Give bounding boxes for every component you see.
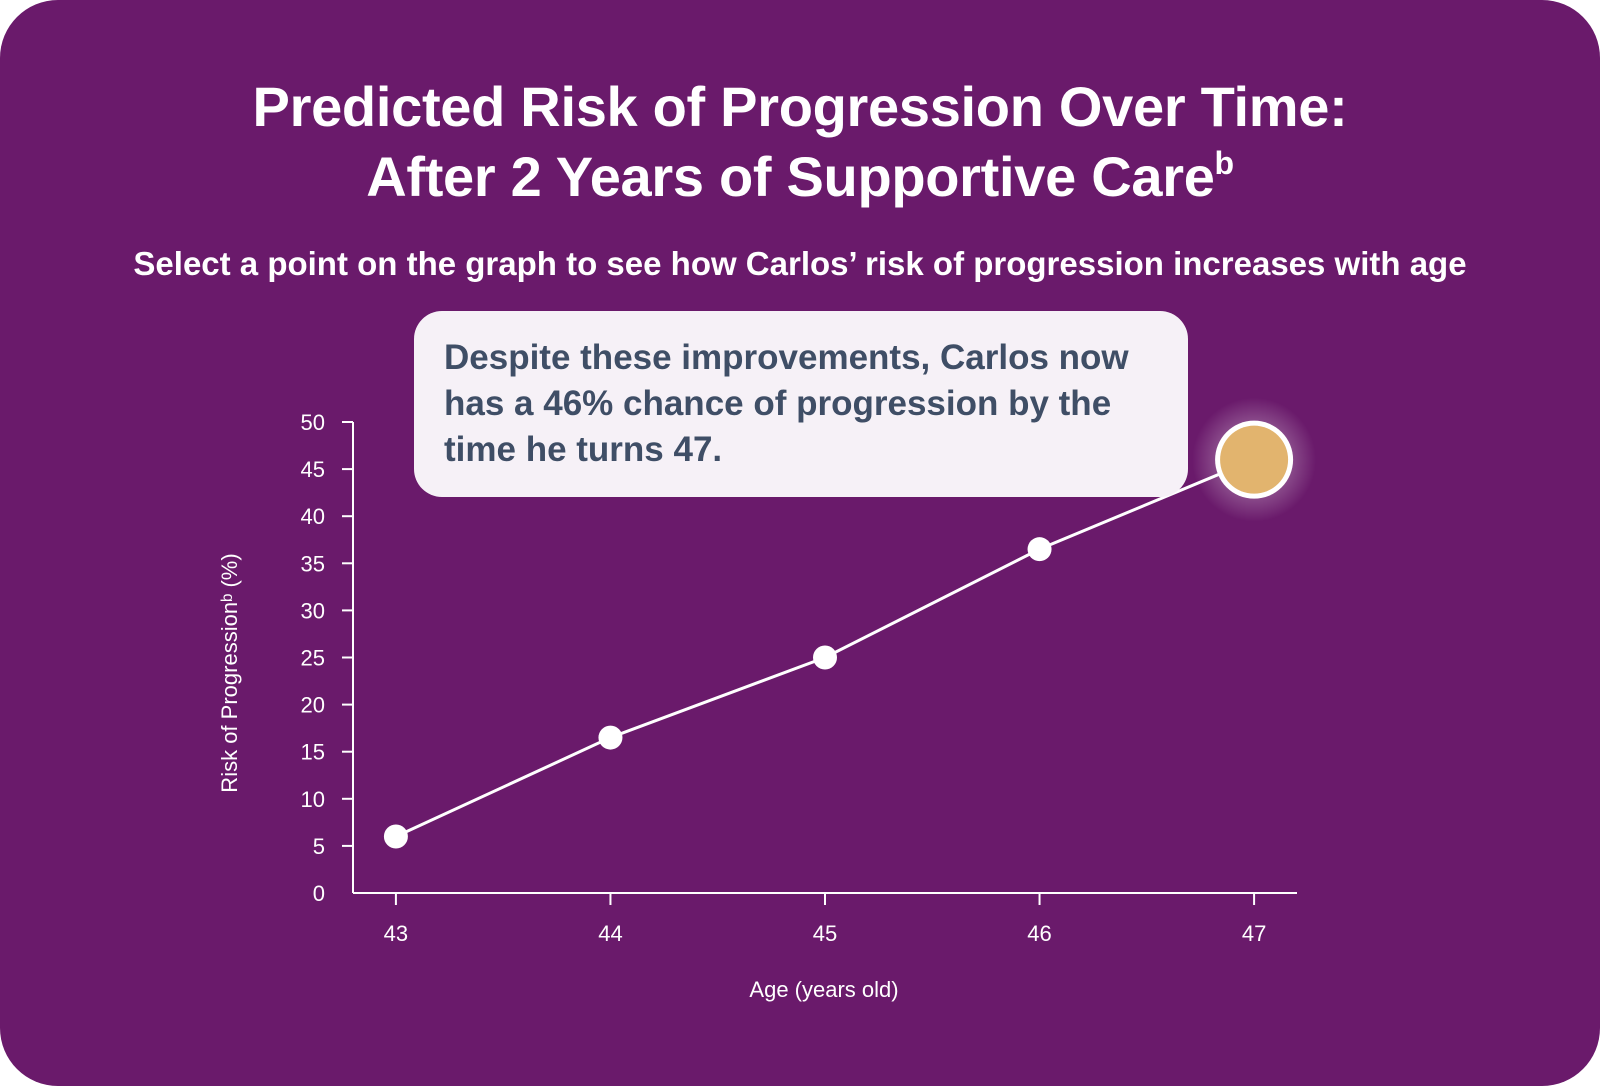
data-point[interactable] [598, 725, 623, 750]
x-tick-label: 43 [384, 921, 408, 946]
data-point[interactable] [383, 824, 408, 849]
y-tick-label: 45 [301, 457, 325, 482]
title-line-1: Predicted Risk of Progression Over Time: [252, 75, 1348, 138]
y-tick-label: 10 [301, 787, 325, 812]
y-axis-label: Risk of Progressionᵇ (%) [217, 553, 242, 792]
y-tick-label: 15 [301, 740, 325, 765]
callout-text: Despite these improvements, Carlos now h… [444, 338, 1129, 469]
title-line-2: After 2 Years of Supportive Careb [0, 142, 1600, 212]
y-tick-label: 25 [301, 646, 325, 671]
y-tick-label: 0 [313, 881, 325, 906]
chart-subtitle: Select a point on the graph to see how C… [133, 245, 1467, 282]
x-tick-label: 46 [1027, 921, 1051, 946]
x-tick-label: 47 [1242, 921, 1266, 946]
y-tick-label: 50 [301, 410, 325, 435]
title-line-2-text: After 2 Years of Supportive Care [366, 145, 1215, 208]
data-point[interactable] [1027, 537, 1052, 562]
x-tick-label: 44 [598, 921, 622, 946]
y-tick-label: 35 [301, 551, 325, 576]
x-tick-label: 45 [813, 921, 837, 946]
title-superscript: b [1214, 145, 1235, 181]
y-tick-label: 40 [301, 504, 325, 529]
y-tick-label: 5 [313, 834, 325, 859]
chart-title: Predicted Risk of Progression Over Time:… [0, 72, 1600, 212]
y-tick-label: 20 [301, 693, 325, 718]
selected-data-point[interactable] [1220, 425, 1289, 494]
x-axis-label: Age (years old) [749, 977, 898, 1002]
data-point[interactable] [813, 645, 837, 670]
y-tick-label: 30 [301, 598, 325, 623]
selected-point-callout: Despite these improvements, Carlos now h… [414, 311, 1188, 497]
